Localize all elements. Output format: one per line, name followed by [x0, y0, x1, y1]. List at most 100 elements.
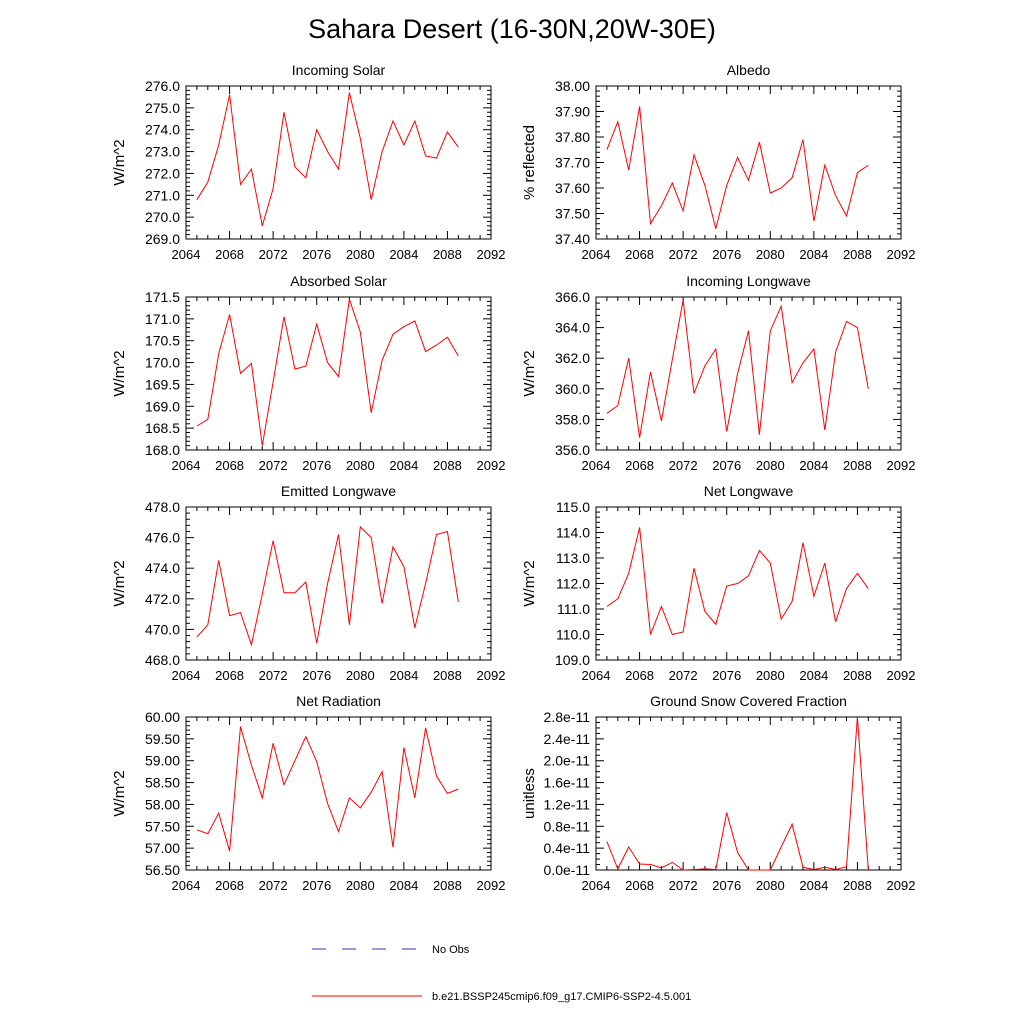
y-axis-label: W/m^2 — [111, 770, 128, 816]
x-tick-label: 2084 — [389, 247, 418, 262]
y-tick-label: 272.0 — [145, 165, 180, 181]
panel-incoming-longwave: Incoming Longwave W/m^2 2064 2068 2072 2076 20… — [521, 273, 915, 473]
y-tick-label: 271.0 — [145, 187, 180, 203]
x-tick-label: 2068 — [215, 668, 244, 683]
y-tick-label: 37.50 — [555, 206, 590, 222]
y-tick-label: 364.0 — [555, 320, 590, 336]
x-tick-label: 2084 — [799, 878, 828, 893]
x-tick-label: 2076 — [712, 247, 741, 262]
y-tick-label: 109.0 — [555, 652, 590, 668]
x-tick-label: 2068 — [625, 878, 654, 893]
y-tick-label: 360.0 — [555, 381, 590, 397]
x-tick-label: 2084 — [799, 247, 828, 262]
y-tick-label: 468.0 — [145, 652, 180, 668]
series-line-emitted-longwave — [196, 525, 459, 647]
series-line-albedo — [606, 106, 869, 229]
y-tick-label: 474.0 — [145, 560, 180, 576]
y-tick-label: 37.80 — [555, 129, 590, 145]
x-tick-label: 2088 — [843, 458, 872, 473]
y-tick-label: 366.0 — [555, 289, 590, 305]
x-tick-label: 2076 — [302, 668, 331, 683]
panel-ground-snow-covered-fraction: Ground Snow Covered Fraction unitless 2064… — [521, 693, 915, 893]
x-tick-label: 2072 — [669, 458, 698, 473]
y-tick-label: 168.0 — [145, 442, 180, 458]
y-tick-label: 472.0 — [145, 591, 180, 607]
y-tick-label: 1.2e-11 — [544, 796, 591, 812]
y-tick-label: 0.8e-11 — [544, 818, 591, 834]
series-line-incoming-solar — [196, 92, 459, 227]
y-axis-label: % reflected — [521, 125, 538, 200]
x-tick-label: 2080 — [756, 458, 785, 473]
series-line-absorbed-solar — [196, 299, 459, 446]
series-line-net-radiation — [196, 726, 459, 852]
x-tick-label: 2080 — [346, 668, 375, 683]
x-tick-label: 2076 — [302, 878, 331, 893]
x-tick-label: 2076 — [712, 668, 741, 683]
x-tick-label: 2068 — [215, 247, 244, 262]
panel-net-radiation: Net Radiation W/m^2 2064 2068 2072 2076 2080 20… — [111, 693, 505, 893]
y-tick-label: 2.8e-11 — [544, 709, 591, 725]
plot-frame — [595, 506, 902, 661]
y-tick-label: 37.60 — [555, 180, 590, 196]
chart-panels: Incoming Solar W/m^2 2064 2068 2072 2076 2080 2… — [111, 62, 915, 893]
y-axis-label: W/m^2 — [521, 560, 538, 606]
legend-label-model: b.e21.BSSP245cmip6.f09_g17.CMIP6-SSP2-4.… — [432, 991, 691, 1003]
y-tick-label: 0.0e-11 — [544, 862, 591, 878]
y-tick-label: 37.40 — [555, 231, 590, 247]
legend: No Obs b.e21.BSSP245cmip6.f09_g17.CMIP6-… — [312, 944, 691, 1003]
panel-emitted-longwave: Emitted Longwave W/m^2 2064 2068 2072 2076 208… — [111, 483, 505, 683]
y-tick-label: 2.4e-11 — [544, 731, 591, 747]
x-tick-label: 2088 — [433, 878, 462, 893]
x-tick-label: 2064 — [582, 247, 611, 262]
panel-title: Ground Snow Covered Fraction — [650, 693, 847, 709]
x-tick-label: 2068 — [625, 458, 654, 473]
x-tick-label: 2092 — [887, 458, 916, 473]
y-axis-label: W/m^2 — [111, 560, 128, 606]
y-tick-label: 59.00 — [145, 753, 180, 769]
y-tick-label: 276.0 — [145, 78, 180, 94]
page-title: Sahara Desert (16-30N,20W-30E) — [308, 14, 716, 44]
panel-title: Incoming Longwave — [686, 273, 811, 289]
series-line-incoming-longwave — [606, 300, 869, 438]
y-axis-label: W/m^2 — [111, 350, 128, 396]
plot-frame — [595, 85, 902, 240]
y-tick-label: 274.0 — [145, 122, 180, 138]
x-tick-label: 2092 — [887, 878, 916, 893]
x-tick-label: 2072 — [669, 247, 698, 262]
panel-absorbed-solar: Absorbed Solar W/m^2 2064 2068 2072 2076 2080 2… — [111, 273, 505, 473]
panel-title: Incoming Solar — [292, 62, 386, 78]
y-tick-label: 57.00 — [145, 840, 180, 856]
panel-title: Net Longwave — [704, 483, 794, 499]
x-tick-label: 2080 — [756, 878, 785, 893]
y-tick-label: 476.0 — [145, 530, 180, 546]
y-tick-label: 58.50 — [145, 775, 180, 791]
y-tick-label: 362.0 — [555, 350, 590, 366]
y-tick-label: 358.0 — [555, 411, 590, 427]
x-tick-label: 2092 — [477, 458, 506, 473]
x-tick-label: 2072 — [259, 247, 288, 262]
y-tick-label: 170.0 — [145, 355, 180, 371]
y-tick-label: 275.0 — [145, 100, 180, 116]
y-tick-label: 112.0 — [556, 576, 590, 592]
y-axis-label: unitless — [521, 768, 538, 819]
panel-title: Net Radiation — [296, 693, 381, 709]
y-tick-label: 114.0 — [556, 525, 590, 541]
y-tick-label: 270.0 — [145, 209, 180, 225]
x-tick-label: 2076 — [712, 878, 741, 893]
x-tick-label: 2076 — [302, 247, 331, 262]
y-tick-label: 168.5 — [145, 420, 180, 436]
y-tick-label: 57.50 — [145, 818, 180, 834]
y-tick-label: 356.0 — [555, 442, 590, 458]
x-tick-label: 2088 — [843, 668, 872, 683]
x-tick-label: 2064 — [172, 668, 201, 683]
x-tick-label: 2068 — [215, 458, 244, 473]
x-tick-label: 2080 — [346, 247, 375, 262]
y-tick-label: 56.50 — [145, 862, 180, 878]
x-tick-label: 2076 — [302, 458, 331, 473]
y-tick-label: 115.0 — [556, 499, 590, 515]
x-tick-label: 2068 — [625, 668, 654, 683]
y-tick-label: 2.0e-11 — [544, 753, 591, 769]
y-tick-label: 170.5 — [145, 333, 180, 349]
panel-title: Absorbed Solar — [290, 273, 387, 289]
x-tick-label: 2072 — [259, 458, 288, 473]
